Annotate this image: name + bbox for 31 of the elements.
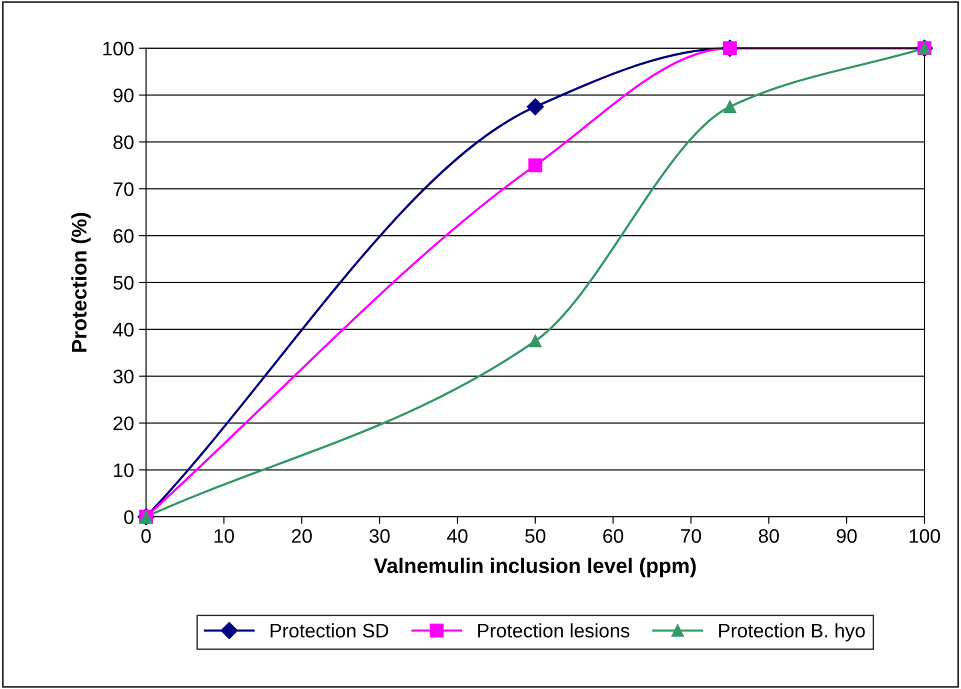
y-tick-label: 20: [114, 416, 134, 430]
y-tick-label: 10: [114, 463, 134, 478]
y-tick-label: 50: [113, 276, 134, 290]
legend-label: Protection lesions: [478, 623, 630, 638]
x-axis-title: Valnemulin inclusion level (ppm): [374, 558, 696, 578]
y-axis-title: Protection (%): [71, 212, 91, 352]
y-tick-label: 30: [113, 370, 134, 384]
point: [528, 158, 542, 172]
x-tick-label: 70: [681, 529, 702, 543]
x-tick-label: 20: [292, 529, 312, 543]
point: [526, 98, 544, 116]
y-tick-label: 100: [103, 42, 134, 56]
x-tick-label: 90: [836, 529, 857, 543]
x-tick-label: 0: [141, 529, 151, 543]
y-tick-label: 70: [114, 182, 134, 196]
y-tick-label: 40: [113, 322, 134, 337]
y-tick-label: 90: [114, 88, 134, 102]
x-tick-label: 50: [525, 529, 546, 543]
x-tick-label: 40: [447, 529, 468, 543]
legend-label: Protection SD: [270, 623, 388, 638]
point: [529, 334, 542, 348]
x-tick-label: 100: [910, 529, 940, 543]
x-tick-label: 30: [370, 529, 390, 543]
x-tick-label: 10: [214, 529, 234, 543]
x-tick-label: 80: [758, 529, 779, 543]
legend-label: Protection B. hyo: [719, 623, 865, 642]
y-tick-label: 60: [114, 229, 134, 243]
y-tick-label: 0: [124, 510, 134, 524]
y-tick-label: 80: [113, 135, 134, 150]
point: [724, 100, 736, 114]
x-tick-label: 60: [603, 529, 624, 543]
